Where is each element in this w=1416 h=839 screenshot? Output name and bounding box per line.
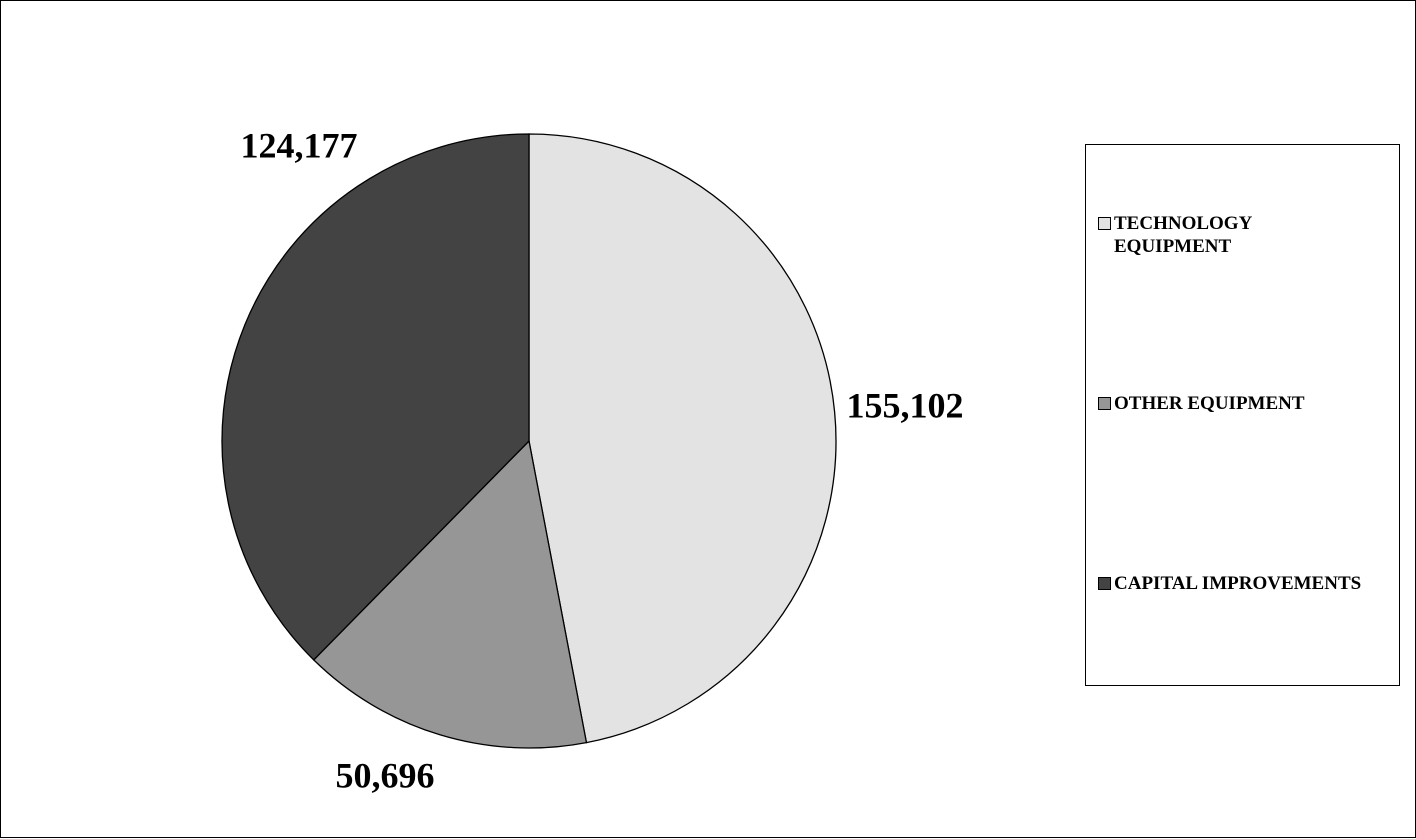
legend-swatch-capital-improvements [1098, 577, 1111, 590]
legend-item-capital-improvements: CAPITAL IMPROVEMENTS [1098, 572, 1361, 595]
legend-swatch-other-equipment [1098, 397, 1111, 410]
pie-slice-technology-equipment [528, 133, 837, 744]
legend-label-technology-equipment: TECHNOLOGY EQUIPMENT [1114, 213, 1253, 257]
legend-item-technology-equipment: TECHNOLOGY EQUIPMENT [1098, 212, 1252, 258]
data-label-other-equipment: 50,696 [336, 755, 435, 795]
pie-slice-capital-improvements [221, 133, 530, 661]
legend-swatch-technology-equipment [1098, 217, 1111, 230]
legend: TECHNOLOGY EQUIPMENT OTHER EQUIPMENT CAP… [1085, 144, 1400, 686]
data-label-technology-equipment: 155,102 [847, 385, 964, 425]
legend-label-capital-improvements: CAPITAL IMPROVEMENTS [1114, 573, 1362, 594]
data-label-capital-improvements: 124,177 [241, 125, 358, 165]
legend-item-other-equipment: OTHER EQUIPMENT [1098, 392, 1305, 415]
pie-slice-other-equipment [312, 439, 588, 749]
legend-label-other-equipment: OTHER EQUIPMENT [1114, 393, 1305, 414]
